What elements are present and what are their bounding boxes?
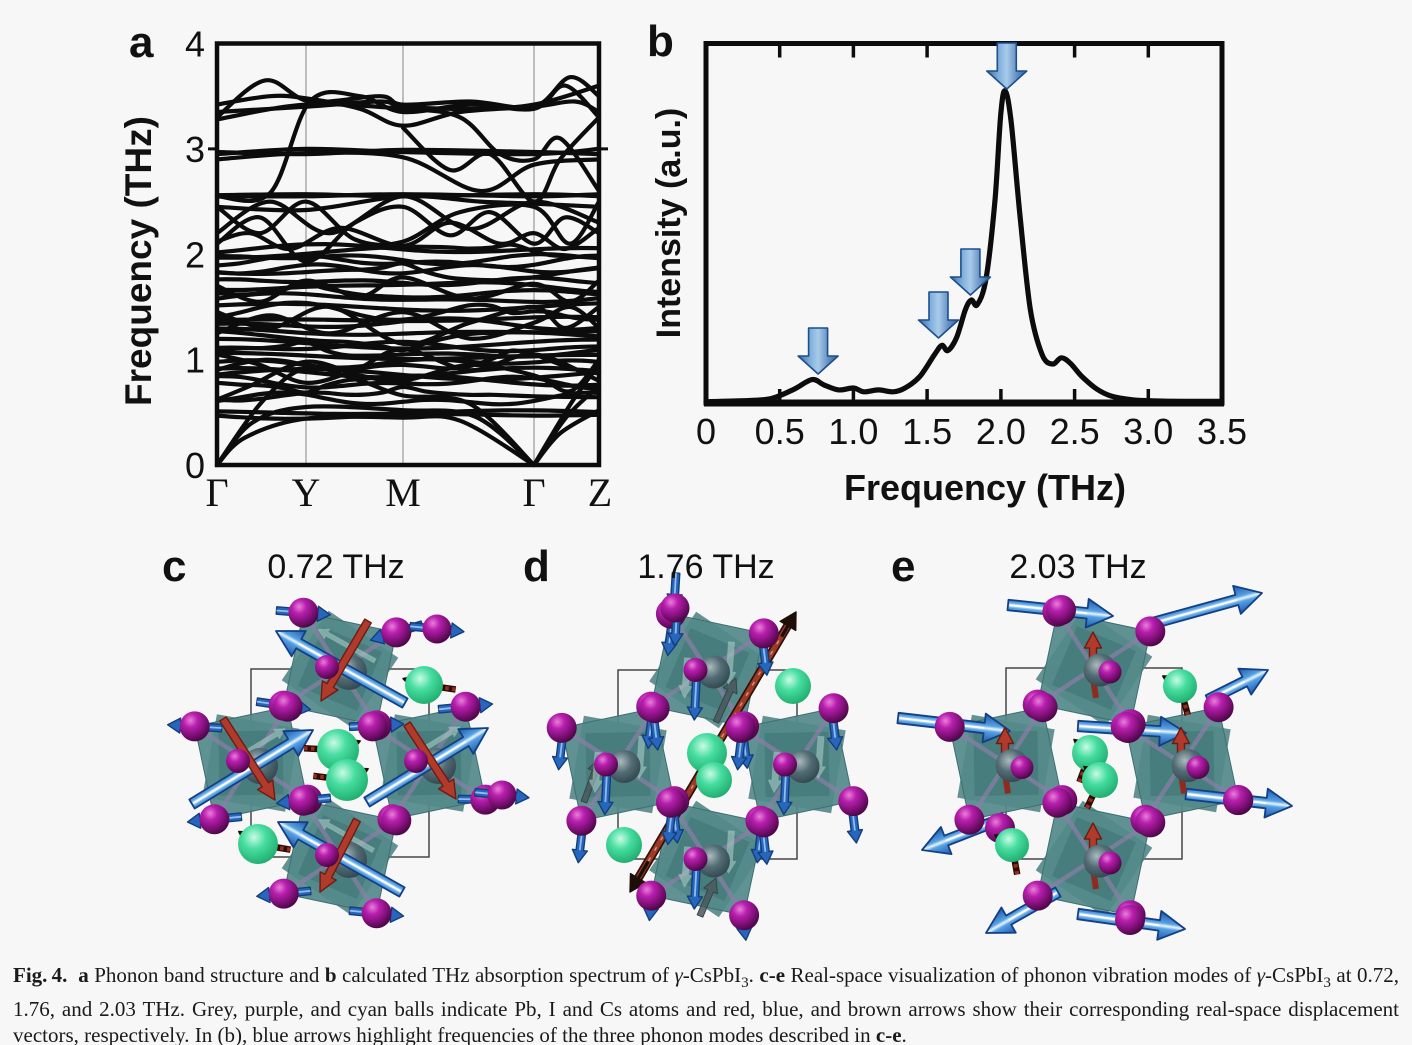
svg-text:2.03 THz: 2.03 THz bbox=[1009, 548, 1146, 586]
svg-text:1.5: 1.5 bbox=[902, 411, 952, 452]
svg-text:Y: Y bbox=[292, 470, 321, 515]
svg-text:3.0: 3.0 bbox=[1123, 411, 1173, 452]
svg-text:0.5: 0.5 bbox=[755, 411, 805, 452]
svg-text:0: 0 bbox=[696, 411, 716, 452]
svg-text:2.0: 2.0 bbox=[976, 411, 1026, 452]
svg-text:Frequency (THz): Frequency (THz) bbox=[844, 467, 1126, 508]
svg-text:1.76 THz: 1.76 THz bbox=[637, 548, 774, 586]
svg-text:1: 1 bbox=[185, 340, 205, 381]
svg-text:Γ: Γ bbox=[522, 470, 545, 515]
svg-text:Z: Z bbox=[588, 470, 612, 515]
svg-text:0.72 THz: 0.72 THz bbox=[267, 548, 404, 586]
svg-text:c: c bbox=[162, 542, 186, 591]
svg-text:3: 3 bbox=[185, 129, 205, 170]
svg-text:a: a bbox=[129, 18, 154, 67]
svg-text:e: e bbox=[891, 542, 915, 591]
svg-text:4: 4 bbox=[185, 24, 205, 65]
svg-text:Intensity (a.u.): Intensity (a.u.) bbox=[650, 108, 688, 338]
svg-text:b: b bbox=[647, 17, 674, 66]
svg-text:d: d bbox=[523, 542, 550, 591]
svg-text:Frequency (THz): Frequency (THz) bbox=[118, 116, 159, 406]
svg-text:2.5: 2.5 bbox=[1050, 411, 1100, 452]
svg-text:3.5: 3.5 bbox=[1197, 411, 1247, 452]
svg-text:M: M bbox=[385, 470, 421, 515]
svg-text:1.0: 1.0 bbox=[828, 411, 878, 452]
svg-text:Γ: Γ bbox=[205, 470, 228, 515]
svg-text:0: 0 bbox=[185, 445, 205, 486]
svg-text:2: 2 bbox=[185, 234, 205, 275]
